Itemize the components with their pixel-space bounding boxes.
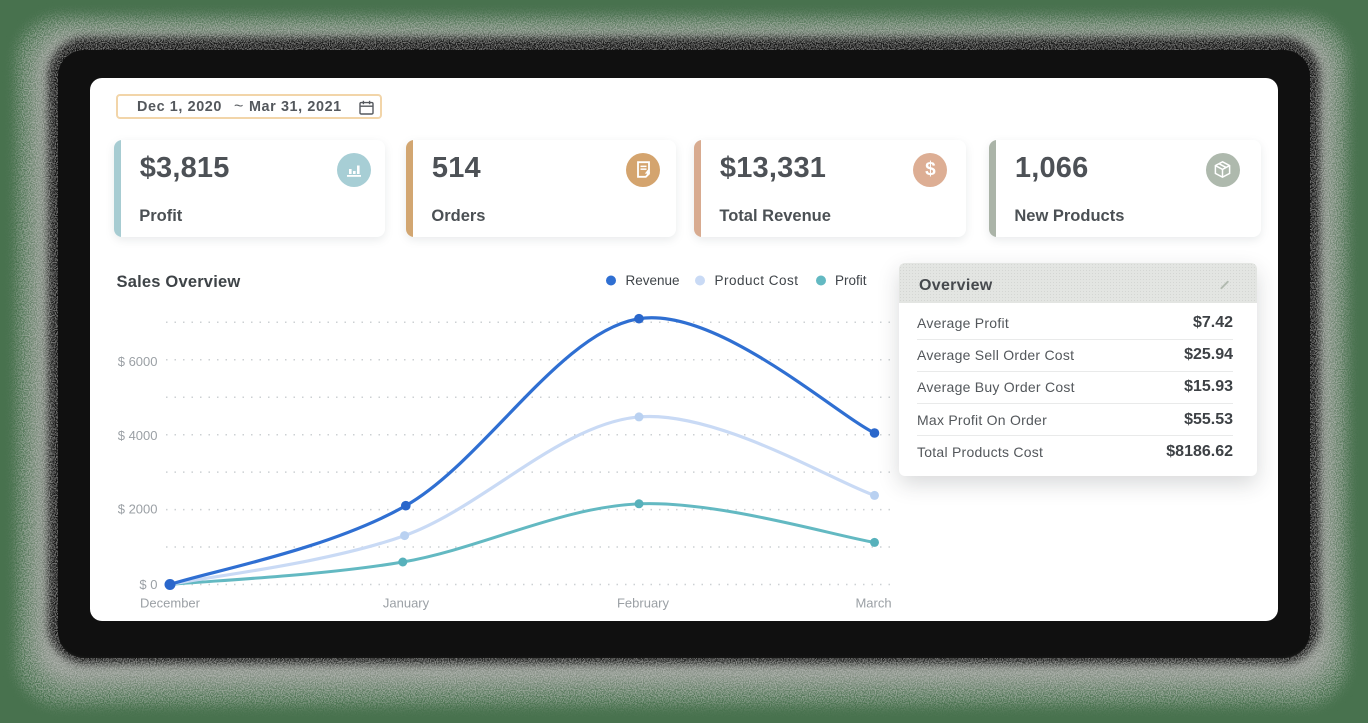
svg-text:$ 6000: $ 6000 [118, 354, 158, 369]
svg-text:$ 2000: $ 2000 [118, 502, 158, 517]
svg-text:Product Cost: Product Cost [715, 273, 799, 288]
svg-text:Profit: Profit [835, 273, 867, 288]
svg-text:$ 0: $ 0 [139, 577, 157, 592]
svg-text:January: January [383, 596, 430, 611]
svg-text:December: December [140, 596, 201, 611]
svg-text:February: February [617, 596, 670, 611]
svg-text:March: March [855, 596, 891, 611]
svg-text:Revenue: Revenue [626, 273, 680, 288]
svg-text:$ 4000: $ 4000 [118, 428, 158, 443]
